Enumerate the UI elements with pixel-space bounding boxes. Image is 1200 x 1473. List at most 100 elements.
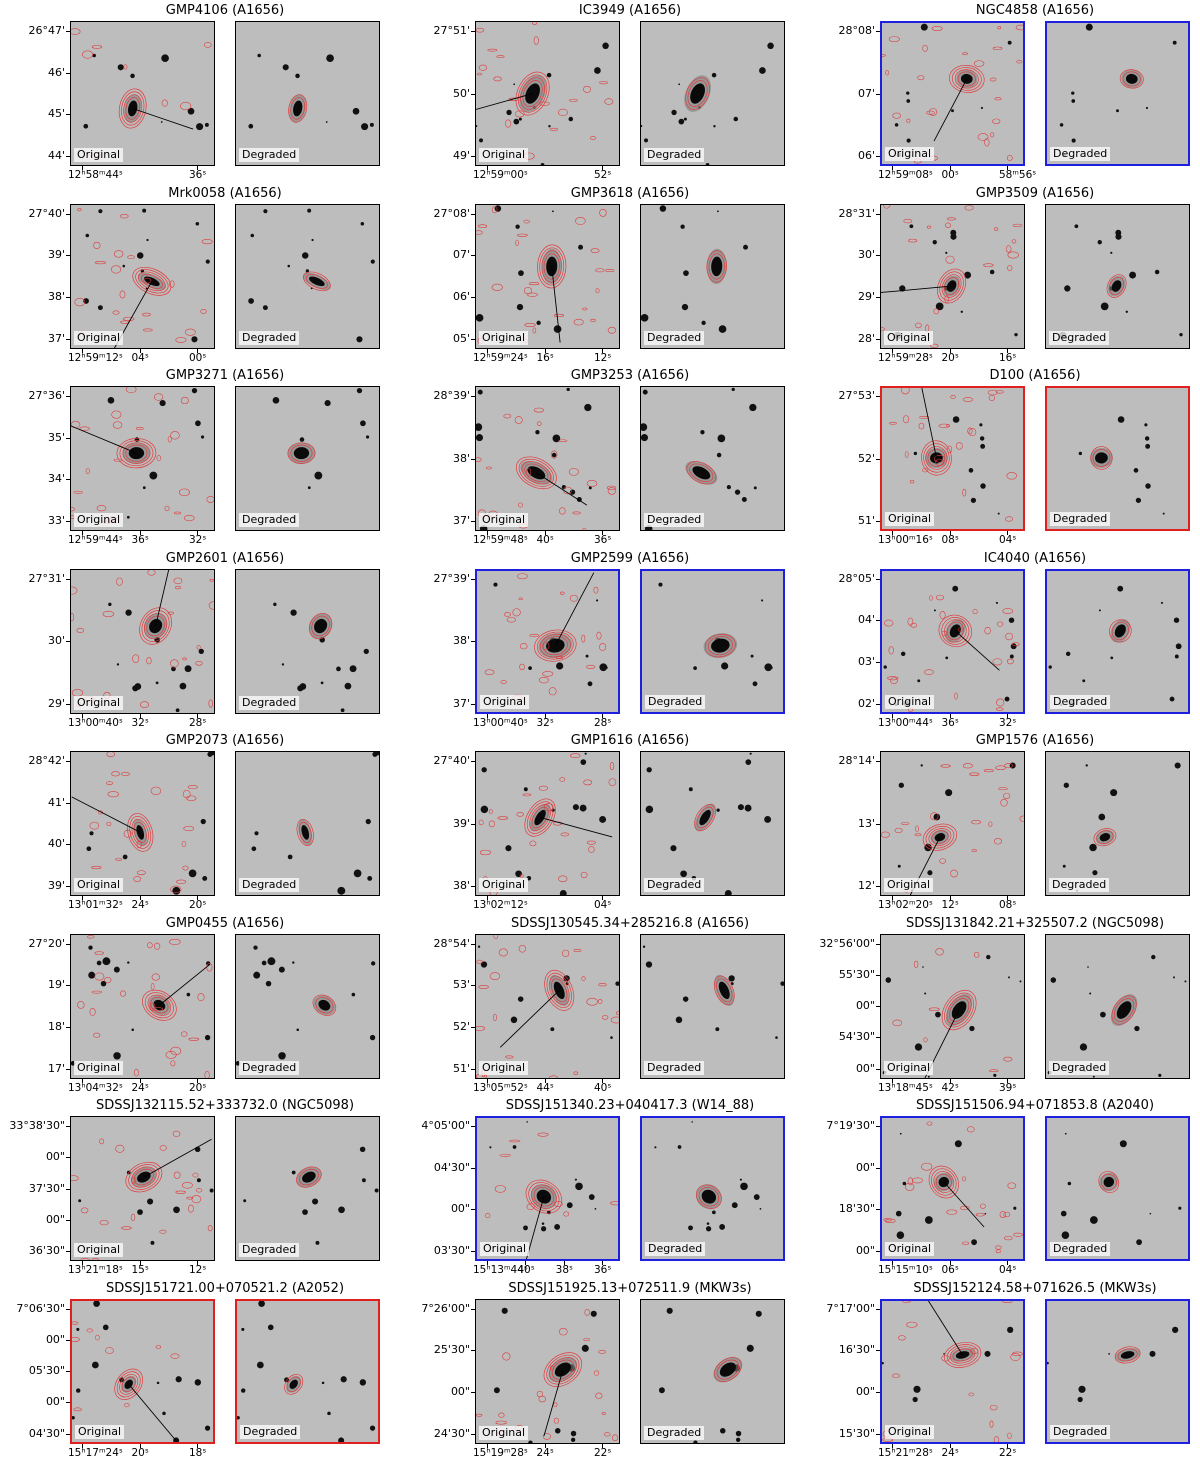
ra-tick-label: 12ʰ59ᵐ24ˢ [473, 351, 528, 364]
original-label: Original [885, 147, 935, 161]
degraded-image-panel: Degraded [235, 203, 380, 349]
ra-tick-label: 24ˢ [131, 1081, 149, 1094]
original-image-panel: Original [70, 203, 215, 349]
ra-tick-label: 04ˢ [999, 534, 1017, 546]
original-image-panel: Original [880, 21, 1025, 166]
dec-tick-label: 28°39' [433, 389, 470, 402]
ra-tick-mark [197, 1078, 198, 1083]
degraded-label: Degraded [645, 694, 706, 709]
ra-tick-mark [892, 1078, 893, 1083]
original-label: Original [74, 1243, 124, 1257]
dec-tick-label: 00" [855, 1244, 875, 1257]
ra-tick-label: 08ˢ [999, 899, 1017, 911]
panel-title: IC3949 (A1656) [578, 3, 682, 18]
degraded-image-panel: Degraded [640, 933, 785, 1079]
ra-tick-mark [139, 1261, 141, 1265]
dec-tick-label: 24'30" [433, 1426, 470, 1440]
original-label: Original [479, 330, 529, 345]
panel-title: GMP3271 (A1656) [165, 368, 285, 383]
dec-tick-label: 36'30" [28, 1244, 65, 1257]
panel-title: GMP1576 (A1656) [975, 733, 1095, 748]
dec-tick-mark [876, 1251, 880, 1252]
original-image-panel: Original [70, 568, 215, 714]
dec-tick-mark [876, 213, 880, 215]
degraded-image-panel: Degraded [640, 568, 785, 714]
dec-tick-label: 05'30" [28, 1364, 65, 1377]
ra-tick-mark [602, 1443, 603, 1448]
original-label: Original [884, 878, 934, 892]
dec-tick-label: 28°14' [838, 754, 875, 767]
degraded-label: Degraded [239, 1060, 300, 1075]
dec-tick-mark [66, 1157, 70, 1159]
dec-tick-label: 38' [452, 451, 470, 465]
degraded-label: Degraded [239, 148, 300, 162]
dec-tick-mark [876, 1209, 880, 1211]
ra-tick-mark [82, 531, 83, 535]
ra-tick-label: 15ʰ21ᵐ28ˢ [878, 1446, 933, 1459]
ra-tick-mark [1007, 1078, 1008, 1083]
dec-tick-label: 37' [452, 514, 470, 527]
ra-tick-mark [139, 713, 141, 718]
dec-tick-label: 03' [857, 654, 875, 668]
degraded-image-panel: Degraded [640, 21, 785, 166]
dec-tick-mark [66, 1188, 70, 1190]
dec-tick-mark [471, 93, 475, 95]
degraded-label: Degraded [1049, 330, 1110, 345]
dec-tick-mark [66, 985, 70, 987]
panel-title: GMP2599 (A1656) [570, 550, 690, 566]
dec-tick-mark [471, 296, 475, 298]
dec-tick-label: 37'30" [28, 1181, 65, 1195]
dec-tick-label: 51' [452, 1061, 470, 1075]
dec-tick-label: 12' [857, 879, 875, 892]
panel-title: GMP2073 (A1656) [165, 733, 285, 748]
original-label: Original [884, 1060, 934, 1075]
dec-tick-mark [66, 641, 70, 642]
dec-tick-label: 04'30" [28, 1426, 65, 1440]
dec-tick-label: 49' [452, 149, 470, 162]
dec-tick-label: 00" [855, 1061, 875, 1075]
original-label: Original [480, 694, 530, 709]
ra-tick-mark [892, 896, 893, 900]
dec-tick-label: 27°31' [28, 571, 65, 585]
degraded-label: Degraded [1049, 878, 1110, 892]
ra-tick-mark [949, 1261, 951, 1265]
ra-tick-mark [892, 1261, 893, 1265]
ra-tick-label: 24ˢ [131, 899, 149, 911]
degraded-label: Degraded [240, 1424, 301, 1439]
dec-tick-label: 53' [452, 978, 470, 992]
dec-tick-mark [66, 213, 70, 215]
original-label: Original [74, 695, 124, 710]
ra-tick-label: 44ˢ [536, 1081, 554, 1094]
dec-tick-label: 04' [857, 613, 875, 627]
dec-tick-mark [876, 1068, 880, 1070]
ra-tick-label: 20ˢ [189, 1081, 207, 1094]
ra-tick-label: 15ʰ19ᵐ28ˢ [473, 1446, 528, 1459]
dec-tick-mark [66, 1251, 70, 1252]
ra-tick-mark [544, 1078, 546, 1083]
dec-tick-mark [66, 703, 70, 705]
ra-tick-mark [1007, 1443, 1008, 1448]
dec-tick-mark [876, 974, 880, 976]
original-label: Original [74, 148, 124, 162]
ra-tick-label: 22ˢ [999, 1446, 1017, 1459]
ra-tick-mark [949, 896, 951, 900]
dec-tick-label: 39' [47, 879, 65, 892]
ra-tick-label: 13ʰ01ᵐ32ˢ [68, 899, 123, 911]
dec-tick-label: 00" [450, 1202, 470, 1216]
dec-tick-label: 28°42' [28, 754, 65, 767]
ra-tick-label: 38ˢ [555, 1264, 573, 1276]
dec-tick-mark [876, 1037, 880, 1039]
dec-tick-mark [66, 338, 70, 340]
ra-tick-label: 20ˢ [941, 351, 959, 364]
dec-tick-mark [66, 396, 70, 397]
ra-tick-mark [602, 1078, 603, 1083]
original-label: Original [885, 1424, 935, 1439]
ra-tick-label: 15ʰ17ᵐ24ˢ [68, 1446, 123, 1459]
ra-tick-label: 22ˢ [594, 1446, 612, 1459]
ra-tick-label: 52ˢ [594, 169, 612, 181]
dec-tick-mark [876, 458, 880, 460]
degraded-image-panel: Degraded [1045, 933, 1190, 1079]
panel-title: SDSSJ151506.94+071853.8 (A2040) [915, 1098, 1155, 1113]
degraded-image-panel: Degraded [640, 386, 785, 531]
dec-tick-mark [471, 1167, 475, 1169]
